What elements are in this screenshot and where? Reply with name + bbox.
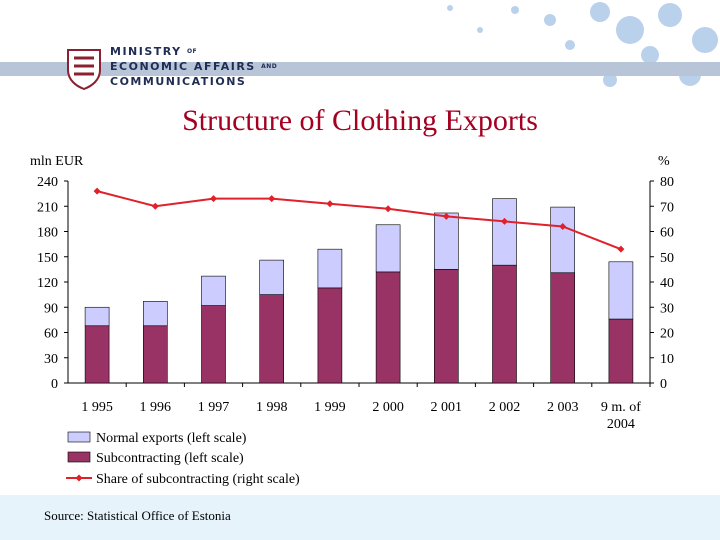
share-point [501,217,508,225]
bar-subcontracting [201,305,226,384]
ministry-line2: ECONOMIC AFFAIRS [110,60,256,73]
share-point [151,202,159,210]
y2-tick-label: 30 [660,301,674,316]
share-point [617,245,625,253]
bar-normal-exports [143,301,168,327]
x-tick-label: 1 998 [256,400,288,415]
ministry-line3: COMMUNICATIONS [110,75,247,88]
ministry-line1: MINISTRY [110,45,182,58]
legend-swatch-normal [67,431,91,443]
y2-tick-label: 60 [660,226,674,241]
page-title: Structure of Clothing Exports [182,104,538,137]
x-tick-label: 9 m. of 2004 [601,400,641,432]
bar-subcontracting [492,264,517,384]
ministry-of: OF [186,48,198,55]
x-tick-label: 2 002 [489,400,521,415]
share-line [96,190,622,251]
share-point [559,222,567,230]
footer-band [0,495,720,540]
bar-subcontracting [84,325,110,384]
y2-tick-label: 0 [660,377,667,392]
y-tick-label: 210 [37,200,58,215]
y-tick-label: 120 [37,276,58,291]
x-tick-label: 2 000 [372,400,404,415]
legend-marker-share [75,474,83,482]
y2-tick-label: 10 [660,352,674,367]
y2-tick-label: 40 [660,276,674,291]
bar-normal-exports [433,212,459,270]
y2-tick-label: 20 [660,327,674,342]
legend-label-normal: Normal exports (left scale) [96,431,247,446]
share-point [93,187,101,195]
share-point [384,205,392,213]
x-tick-label: 1 999 [314,400,346,415]
y2-tick-label: 50 [660,251,674,266]
bar-subcontracting [608,318,634,384]
x-tick-label: 2 001 [431,400,463,415]
legend-label-share: Share of subcontracting (right scale) [96,472,300,487]
y-tick-label: 240 [37,175,58,190]
x-tick-label: 2 003 [547,400,579,415]
y2-axis-label: % [658,154,670,169]
y2-tick-label: 70 [660,200,674,215]
bar-subcontracting [317,287,343,384]
y-tick-label: 0 [51,377,58,392]
y-tick-label: 180 [37,226,58,241]
x-tick-label: 1 996 [140,400,172,415]
x-tick-label: 1 997 [198,400,230,415]
share-point [326,200,334,208]
source-note: Source: Statistical Office of Estonia [44,508,231,523]
x-tick-label: 1 995 [81,400,113,415]
header-stripe [0,62,720,76]
ministry-and: AND [261,63,278,70]
coat-of-arms-logo [67,49,101,90]
y-tick-label: 60 [44,327,58,342]
bar-normal-exports [375,224,401,273]
share-point [210,195,217,203]
bar-normal-exports [201,275,226,306]
bar-subcontracting [550,272,576,384]
y2-tick-label: 80 [660,175,674,190]
bar-subcontracting [259,294,285,384]
bar-normal-exports [550,206,576,274]
bar-normal-exports [84,306,110,327]
bar-subcontracting [143,325,168,384]
bar-normal-exports [317,248,343,289]
legend-label-subcontracting: Subcontracting (left scale) [96,451,244,466]
bar-subcontracting [433,269,459,384]
y-axis-label: mln EUR [30,154,84,169]
y-tick-label: 30 [44,352,58,367]
y-tick-label: 150 [37,251,58,266]
bar-subcontracting [375,271,401,384]
snowflake-decoration [447,2,718,87]
bar-normal-exports [259,259,285,295]
bar-normal-exports [492,198,517,266]
share-point [442,212,450,220]
ministry-logo-text: MINISTRY OF ECONOMIC AFFAIRS AND COMMUNI… [110,44,277,89]
share-point [268,195,276,203]
y-tick-label: 90 [44,301,58,316]
bar-normal-exports [608,261,634,320]
legend-swatch-subcontracting [67,451,91,463]
